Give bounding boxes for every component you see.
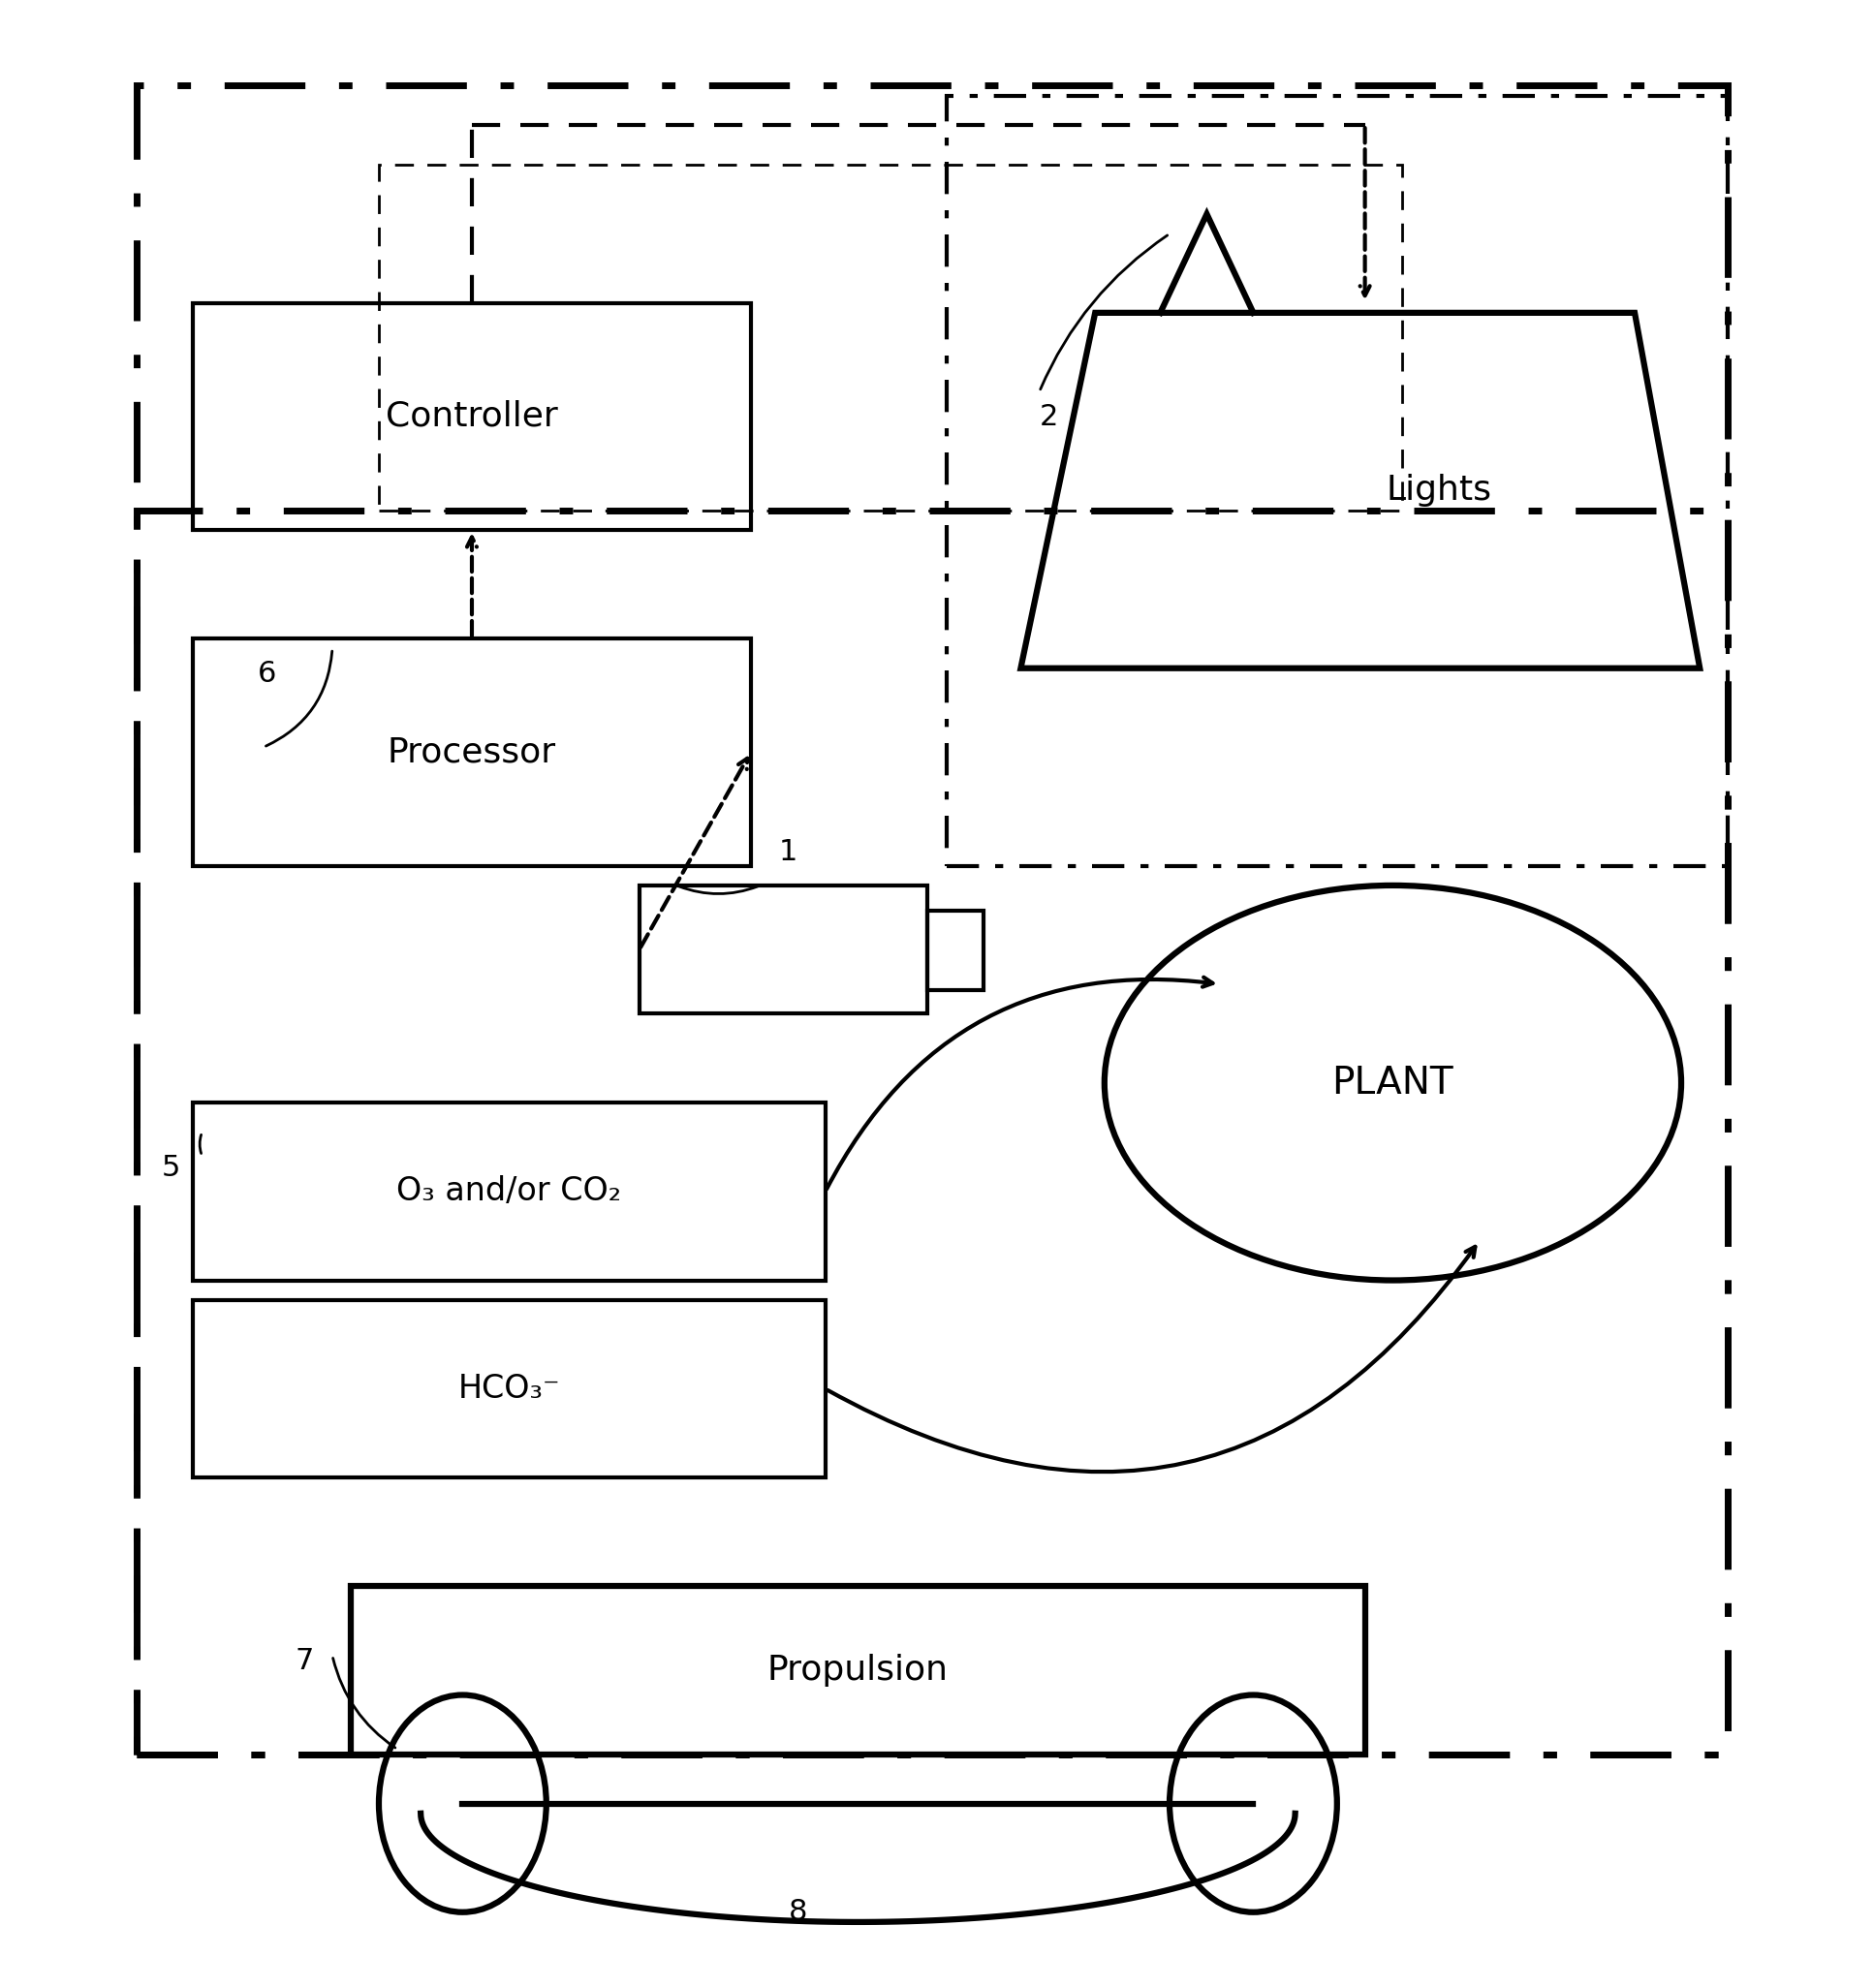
Text: 5: 5 <box>161 1153 180 1181</box>
Bar <box>193 1300 825 1477</box>
Text: 6: 6 <box>259 660 277 688</box>
Text: O₃ and/or CO₂: O₃ and/or CO₂ <box>397 1175 622 1207</box>
Text: HCO₃⁻: HCO₃⁻ <box>457 1374 560 1406</box>
Bar <box>193 1103 825 1280</box>
Bar <box>639 885 928 1014</box>
Bar <box>137 511 1728 1753</box>
Bar <box>350 1586 1364 1753</box>
Bar <box>137 85 1728 1753</box>
Text: Lights: Lights <box>1387 473 1492 507</box>
Bar <box>928 911 984 990</box>
Text: 7: 7 <box>294 1648 313 1676</box>
Bar <box>379 165 1402 511</box>
Text: 8: 8 <box>789 1899 808 1926</box>
Text: Propulsion: Propulsion <box>766 1654 948 1686</box>
Text: PLANT: PLANT <box>1332 1064 1454 1101</box>
Bar <box>946 95 1728 865</box>
Text: 1: 1 <box>780 837 798 865</box>
Text: Controller: Controller <box>386 400 558 433</box>
Text: 2: 2 <box>1040 404 1059 431</box>
Text: Processor: Processor <box>388 736 557 769</box>
Bar <box>193 638 751 865</box>
Bar <box>193 302 751 531</box>
